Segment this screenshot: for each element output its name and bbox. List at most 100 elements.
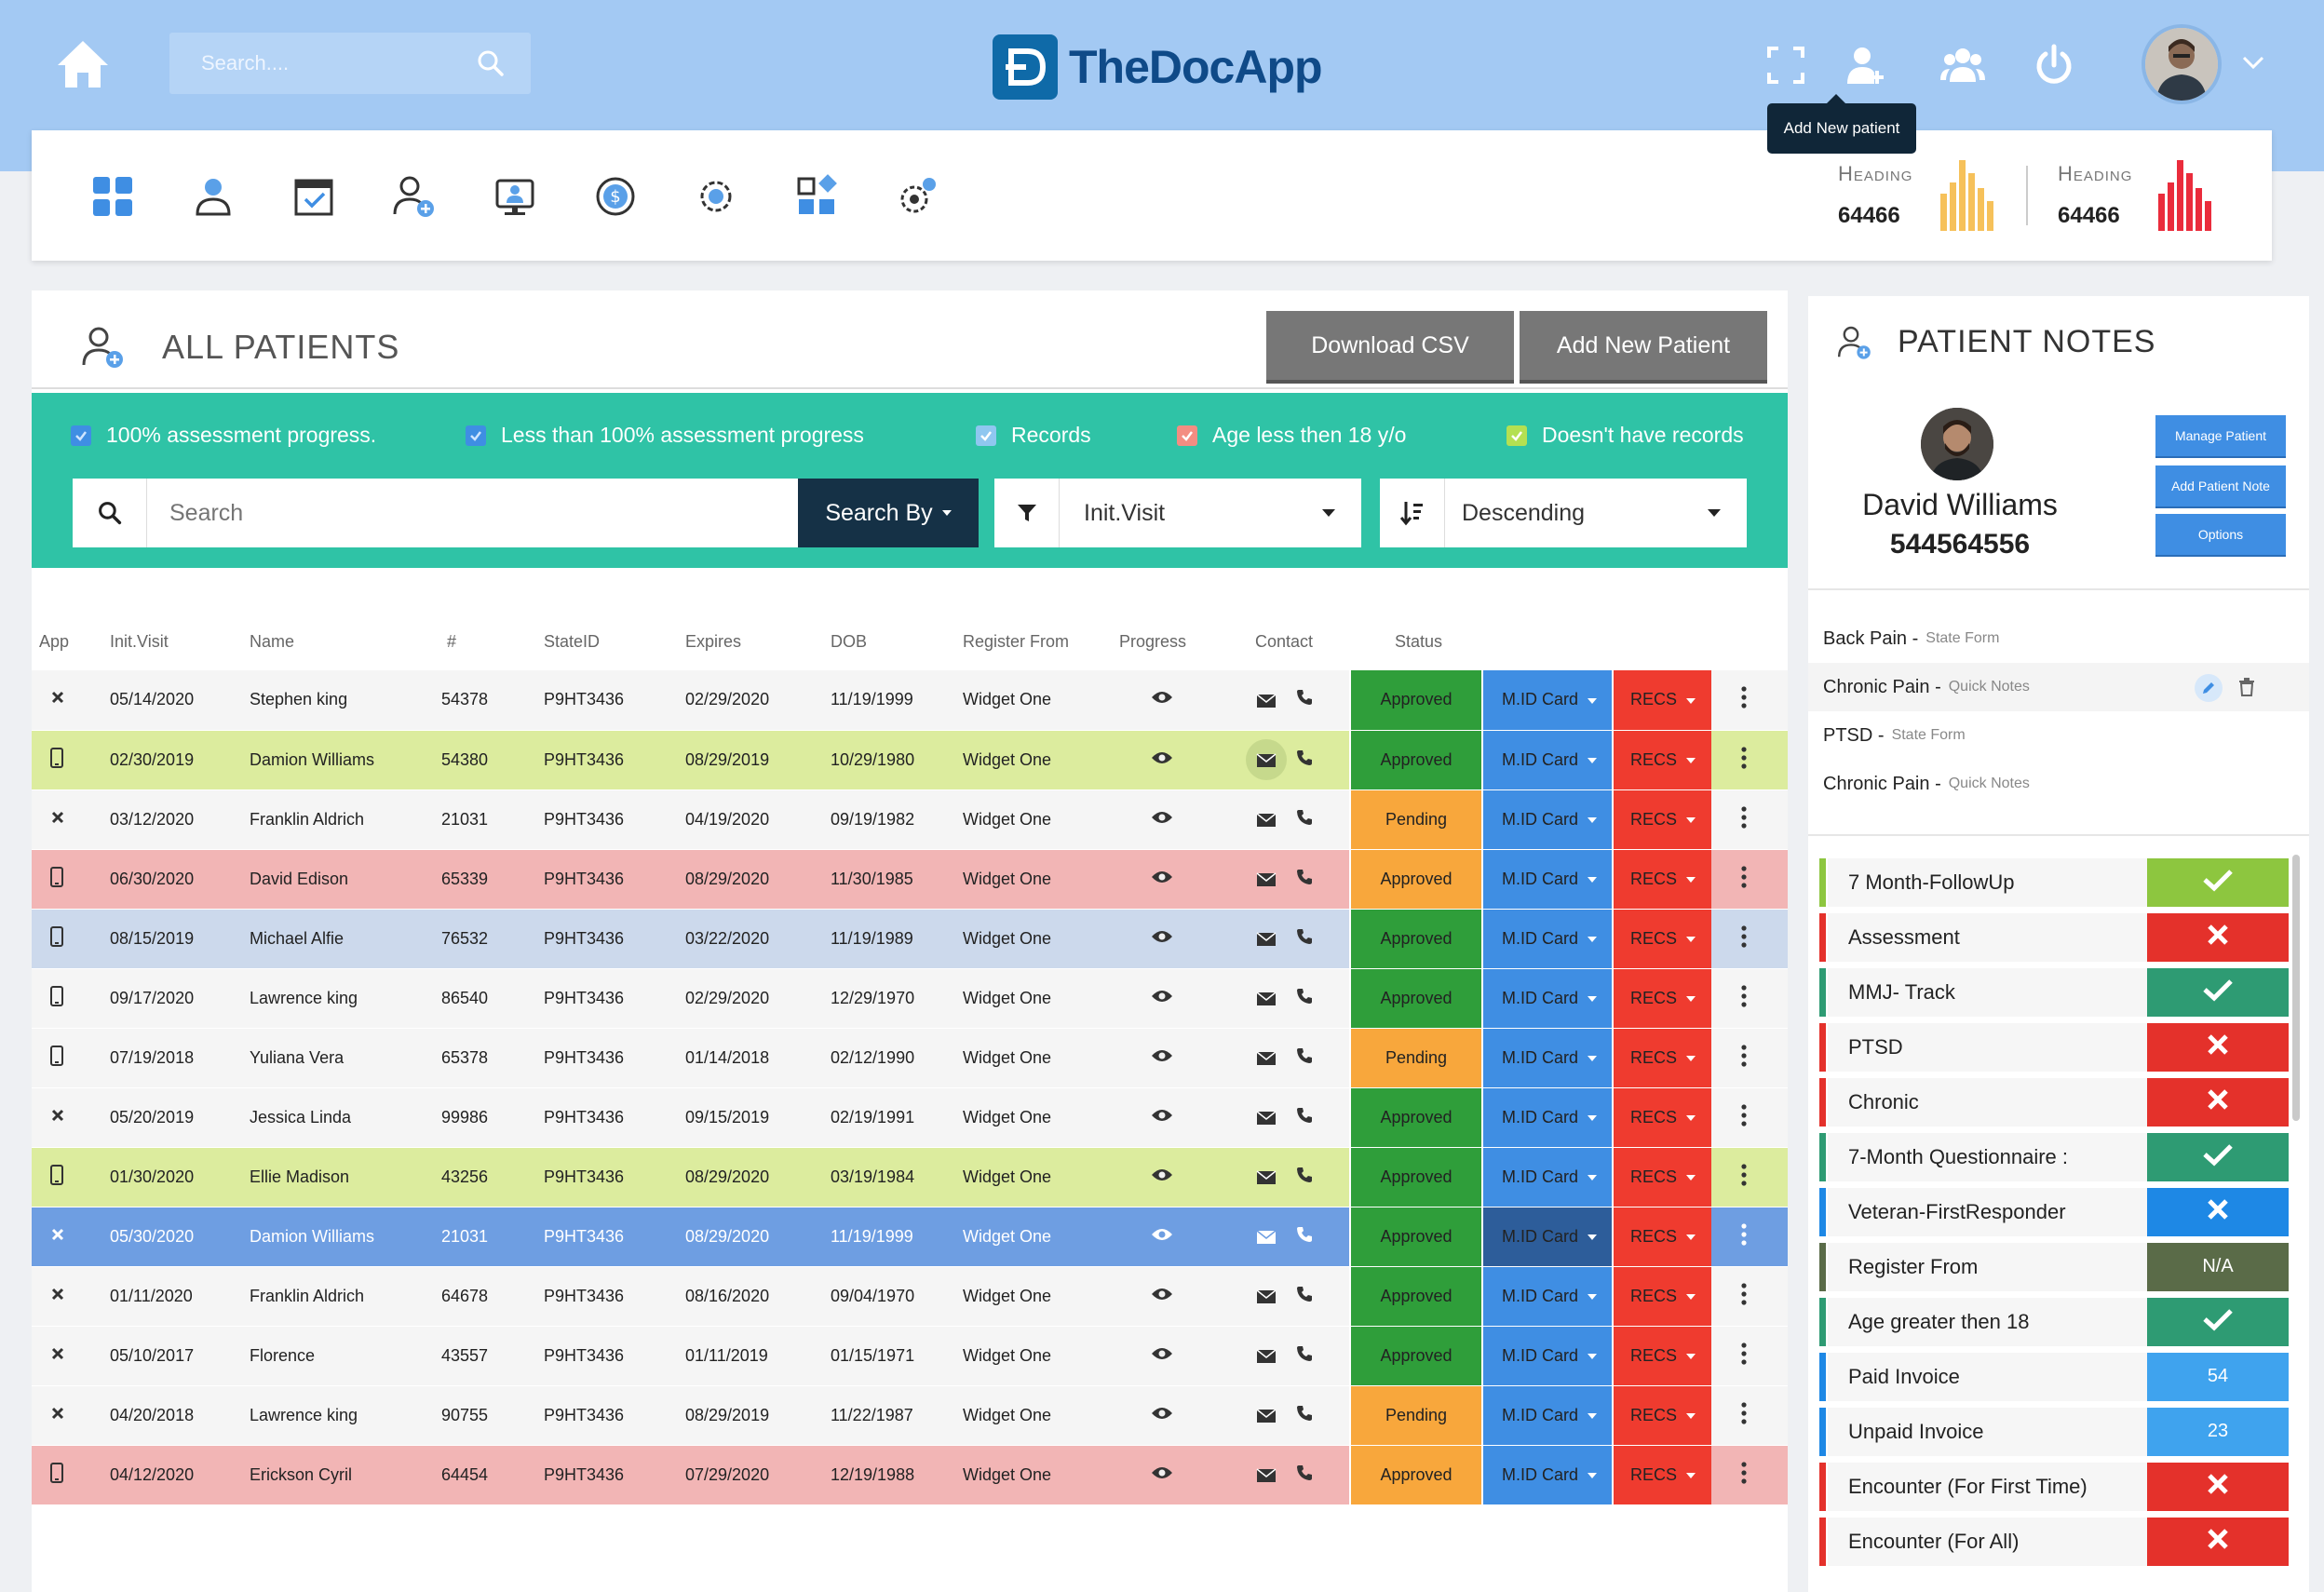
table-row[interactable]: 02/30/2019 Damion Williams 54380 P9HT3436 08… (32, 730, 1788, 790)
status-badge[interactable]: Approved (1349, 909, 1482, 969)
calendar-check-icon[interactable] (290, 173, 337, 220)
view-eye-icon[interactable] (1112, 1207, 1229, 1267)
search-icon[interactable] (477, 49, 505, 77)
mail-icon[interactable] (1246, 1216, 1287, 1257)
status-badge[interactable]: Approved (1349, 730, 1482, 790)
patient-search-input[interactable] (147, 499, 780, 527)
recs-dropdown[interactable]: RECS (1612, 730, 1711, 790)
phone-icon[interactable] (1296, 1107, 1313, 1128)
checkbox-checked-icon[interactable] (1507, 425, 1527, 446)
view-eye-icon[interactable] (1112, 1385, 1229, 1446)
more-options-icon[interactable] (1711, 1326, 1788, 1386)
mid-card-dropdown[interactable]: M.ID Card (1481, 1087, 1613, 1148)
fullscreen-icon[interactable] (1763, 43, 1808, 88)
widgets-icon[interactable] (793, 173, 840, 220)
recs-dropdown[interactable]: RECS (1612, 1147, 1711, 1207)
view-eye-icon[interactable] (1112, 1087, 1229, 1148)
table-row[interactable]: 01/11/2020 Franklin Aldrich 64678 P9HT3436 0… (32, 1266, 1788, 1327)
mail-icon[interactable] (1246, 799, 1287, 840)
recs-dropdown[interactable]: RECS (1612, 1266, 1711, 1327)
mid-card-dropdown[interactable]: M.ID Card (1481, 1266, 1613, 1327)
checklist-item[interactable]: PTSD (1819, 1019, 2289, 1074)
table-row[interactable]: 06/30/2020 David Edison 65339 P9HT3436 08/29… (32, 849, 1788, 910)
patient-name-cell[interactable]: Damion Williams (227, 730, 415, 790)
power-icon[interactable] (2032, 43, 2076, 88)
status-badge[interactable]: Approved (1349, 849, 1482, 910)
phone-icon[interactable] (1296, 928, 1313, 950)
phone-icon[interactable] (1296, 809, 1313, 830)
table-row[interactable]: 03/12/2020 Franklin Aldrich 21031 P9HT3436 0… (32, 789, 1788, 850)
mail-icon[interactable] (1246, 1275, 1287, 1316)
view-eye-icon[interactable] (1112, 670, 1229, 731)
table-row[interactable]: 04/20/2018 Lawrence king 90755 P9HT3436 08/2… (32, 1385, 1788, 1446)
view-eye-icon[interactable] (1112, 909, 1229, 969)
recs-dropdown[interactable]: RECS (1612, 789, 1711, 850)
mid-card-dropdown[interactable]: M.ID Card (1481, 1028, 1613, 1088)
more-options-icon[interactable] (1711, 1266, 1788, 1327)
status-badge[interactable]: Approved (1349, 1087, 1482, 1148)
more-options-icon[interactable] (1711, 730, 1788, 790)
column-header[interactable]: # (447, 631, 457, 651)
advanced-settings-icon[interactable] (894, 173, 940, 220)
status-badge[interactable]: Approved (1349, 1326, 1482, 1386)
app-logo[interactable]: TheDocApp (993, 34, 1323, 101)
sort-order-select[interactable]: Descending (1380, 479, 1747, 547)
more-options-icon[interactable] (1711, 1385, 1788, 1446)
note-item[interactable]: Chronic Pain - Quick Notes (1823, 773, 2030, 794)
patient-icon[interactable] (190, 173, 236, 220)
phone-icon[interactable] (1296, 1464, 1313, 1486)
mid-card-dropdown[interactable]: M.ID Card (1481, 730, 1613, 790)
checklist-item[interactable]: Chronic (1819, 1074, 2289, 1129)
checkbox-checked-icon[interactable] (71, 425, 91, 446)
column-header[interactable]: Expires (685, 631, 742, 651)
filter-under-18[interactable]: Age less then 18 y/o (1177, 423, 1406, 448)
checklist-item[interactable]: Register From N/A (1819, 1239, 2289, 1294)
note-item[interactable]: Back Pain - State Form (1823, 627, 2000, 649)
mid-card-dropdown[interactable]: M.ID Card (1481, 789, 1613, 850)
checkbox-checked-icon[interactable] (466, 425, 486, 446)
more-options-icon[interactable] (1711, 968, 1788, 1029)
checklist-item[interactable]: 7-Month Questionnaire : (1819, 1129, 2289, 1184)
table-row[interactable]: 05/30/2020 Damion Williams 21031 P9HT3436 08… (32, 1207, 1788, 1267)
status-badge[interactable]: Approved (1349, 670, 1482, 731)
view-eye-icon[interactable] (1112, 1445, 1229, 1505)
table-row[interactable]: 01/30/2020 Ellie Madison 43256 P9HT3436 08/2… (32, 1147, 1788, 1207)
view-eye-icon[interactable] (1112, 1326, 1229, 1386)
mail-icon[interactable] (1246, 1395, 1287, 1436)
mail-icon[interactable] (1246, 1335, 1287, 1376)
checklist-item[interactable]: Assessment (1819, 910, 2289, 965)
checkbox-checked-icon[interactable] (976, 425, 996, 446)
add-patient-icon[interactable] (1844, 43, 1888, 88)
recs-dropdown[interactable]: RECS (1612, 1028, 1711, 1088)
more-options-icon[interactable] (1711, 789, 1788, 850)
users-group-icon[interactable] (1940, 43, 1985, 88)
phone-icon[interactable] (1296, 1167, 1313, 1188)
mid-card-dropdown[interactable]: M.ID Card (1481, 909, 1613, 969)
patient-name-cell[interactable]: David Edison (227, 849, 415, 910)
patient-name-cell[interactable]: Yuliana Vera (227, 1028, 415, 1088)
checklist-item[interactable]: Unpaid Invoice 23 (1819, 1404, 2289, 1459)
recs-dropdown[interactable]: RECS (1612, 1087, 1711, 1148)
column-header[interactable]: Init.Visit (110, 631, 169, 651)
patient-name-cell[interactable]: Michael Alfie (227, 909, 415, 969)
mid-card-dropdown[interactable]: M.ID Card (1481, 1207, 1613, 1267)
patient-name-cell[interactable]: Lawrence king (227, 1385, 415, 1446)
view-eye-icon[interactable] (1112, 730, 1229, 790)
patient-name-cell[interactable]: Damion Williams (227, 1207, 415, 1267)
trash-icon[interactable] (2238, 678, 2255, 702)
mail-icon[interactable] (1246, 1454, 1287, 1495)
more-options-icon[interactable] (1711, 1445, 1788, 1505)
phone-icon[interactable] (1296, 1345, 1313, 1367)
mail-icon[interactable] (1246, 1156, 1287, 1197)
status-badge[interactable]: Pending (1349, 789, 1482, 850)
patient-name-cell[interactable]: Florence (227, 1326, 415, 1386)
checklist-item[interactable]: Paid Invoice 54 (1819, 1349, 2289, 1404)
edit-pencil-icon[interactable] (2195, 674, 2223, 702)
mid-card-dropdown[interactable]: M.ID Card (1481, 849, 1613, 910)
home-icon[interactable] (54, 37, 112, 91)
patient-avatar[interactable] (1921, 408, 1993, 480)
mail-icon[interactable] (1246, 739, 1287, 780)
checklist-item[interactable]: MMJ- Track (1819, 965, 2289, 1019)
patient-name-cell[interactable]: Jessica Linda (227, 1087, 415, 1148)
checklist-scrollbar[interactable] (2292, 855, 2300, 1121)
